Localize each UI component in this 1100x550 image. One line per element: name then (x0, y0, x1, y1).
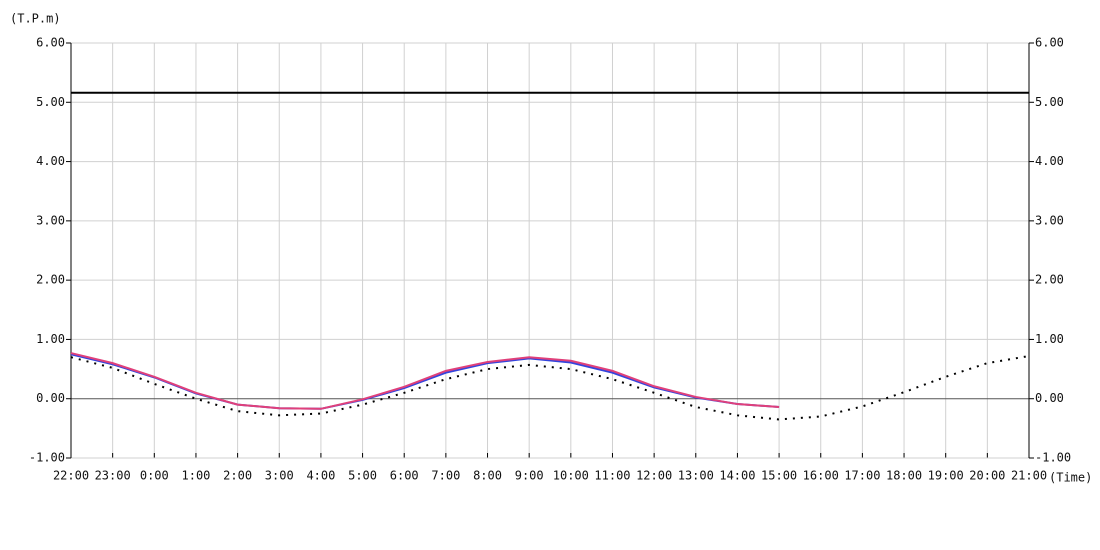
x-tick-label: 12:00 (636, 469, 672, 483)
x-tick-label: 17:00 (844, 469, 880, 483)
y-axis-title: (T.P.m) (10, 12, 61, 26)
y-tick-label: 3.00 (36, 213, 65, 227)
x-axis-title: (Time) (1049, 471, 1092, 485)
x-tick-label: 3:00 (265, 469, 294, 483)
y2-tick-label: 2.00 (1035, 273, 1064, 287)
y-tick-label: 6.00 (36, 36, 65, 50)
y-tick-label: 0.00 (36, 391, 65, 405)
x-tick-label: 2:00 (223, 469, 252, 483)
y2-tick-label: 5.00 (1035, 95, 1064, 109)
y2-tick-label: 6.00 (1035, 36, 1064, 50)
x-tick-label: 19:00 (928, 469, 964, 483)
x-tick-label: 21:00 (1011, 469, 1047, 483)
x-tick-label: 18:00 (886, 469, 922, 483)
x-tick-label: 22:00 (53, 469, 89, 483)
x-tick-label: 23:00 (95, 469, 131, 483)
x-tick-label: 20:00 (969, 469, 1005, 483)
x-tick-label: 16:00 (803, 469, 839, 483)
x-tick-label: 0:00 (140, 469, 169, 483)
x-tick-label: 7:00 (431, 469, 460, 483)
x-tick-label: 8:00 (473, 469, 502, 483)
y-tick-label: 5.00 (36, 95, 65, 109)
x-tick-label: 6:00 (390, 469, 419, 483)
x-tick-label: 4:00 (306, 469, 335, 483)
y2-tick-label: -1.00 (1035, 451, 1071, 465)
x-tick-label: 14:00 (719, 469, 755, 483)
series-line (70, 353, 780, 410)
x-tick-label: 10:00 (553, 469, 589, 483)
y-tick-label: -1.00 (29, 451, 65, 465)
x-tick-label: 15:00 (761, 469, 797, 483)
y2-tick-label: 4.00 (1035, 154, 1064, 168)
y-tick-label: 4.00 (36, 154, 65, 168)
y-tick-label: 2.00 (36, 273, 65, 287)
y2-tick-label: 1.00 (1035, 332, 1064, 346)
x-tick-label: 13:00 (678, 469, 714, 483)
y2-tick-label: 3.00 (1035, 213, 1064, 227)
x-tick-label: 9:00 (515, 469, 544, 483)
series-line (70, 352, 780, 410)
y-tick-label: 1.00 (36, 332, 65, 346)
x-tick-label: 5:00 (348, 469, 377, 483)
y2-tick-label: 0.00 (1035, 391, 1064, 405)
x-tick-label: 11:00 (594, 469, 630, 483)
x-tick-label: 1:00 (182, 469, 211, 483)
series-line (70, 355, 1030, 421)
